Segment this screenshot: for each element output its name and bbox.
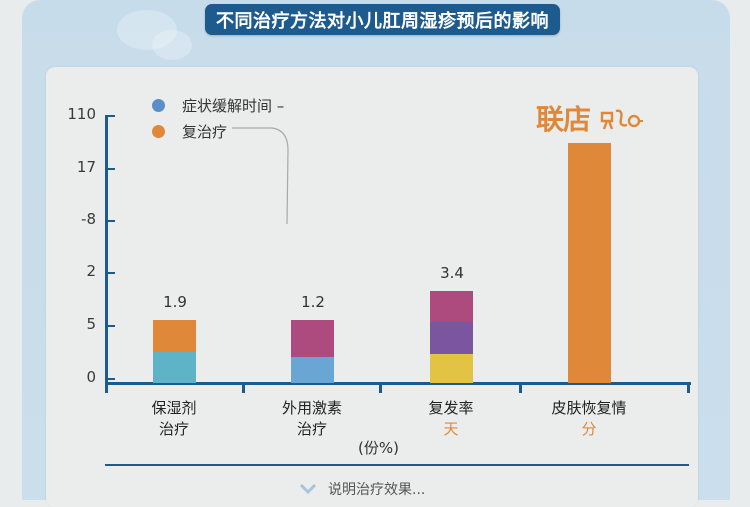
chevron-down-icon	[300, 484, 316, 494]
y-axis-tick-label: 110	[67, 105, 96, 123]
category-line1: 复发率	[428, 399, 474, 417]
y-axis-tick	[105, 378, 115, 380]
background-decoration	[152, 30, 192, 60]
y-axis-tick-label: 17	[76, 158, 96, 176]
bar-value-label: 1.2	[301, 293, 325, 311]
decorative-curve-icon	[232, 127, 289, 225]
y-axis-tick-label: 0	[86, 368, 96, 386]
legend-item: 复治疗	[152, 118, 284, 144]
bar-segment[interactable]	[291, 320, 334, 357]
bar-segment[interactable]	[430, 354, 473, 383]
y-axis-tick	[105, 168, 115, 170]
divider	[105, 464, 689, 466]
y-axis-tick	[105, 115, 115, 117]
legend-label: 症状缓解时间 –	[182, 96, 285, 115]
y-axis-tick-label: 5	[86, 315, 96, 333]
x-axis-tick	[242, 382, 245, 393]
y-axis-tick	[105, 272, 115, 274]
legend-dot-icon	[152, 98, 165, 112]
category-line2: 治疗	[296, 420, 327, 438]
expand-more-label: 说明治疗效果...	[328, 482, 426, 498]
category-label: 皮肤恢复情 分	[529, 398, 649, 440]
brand-text: 联店	[536, 103, 591, 136]
category-line1: 皮肤恢复情	[551, 399, 627, 417]
x-axis-tick	[379, 382, 382, 393]
bar-segment[interactable]	[568, 143, 611, 383]
category-line2: 分	[581, 420, 597, 438]
legend-label: 复治疗	[182, 122, 228, 141]
decorative-glyph-icon	[600, 109, 643, 130]
bar-segment[interactable]	[153, 352, 196, 383]
category-line2: 天	[443, 420, 459, 438]
category-line2: 治疗	[158, 420, 189, 438]
legend-item: 症状缓解时间 –	[152, 92, 284, 118]
bar-segment[interactable]	[430, 322, 473, 354]
legend: 症状缓解时间 – 复治疗	[152, 92, 284, 144]
category-label: 保湿剂 治疗	[114, 398, 234, 440]
category-label: 复发率 天	[391, 398, 511, 440]
y-axis-tick-label: -8	[81, 210, 96, 228]
x-axis-unit-label: (份%)	[358, 439, 399, 457]
x-axis	[105, 382, 691, 385]
y-axis-tick	[105, 220, 115, 222]
chart-title: 不同治疗方法对小儿肛周湿疹预后的影响	[205, 4, 560, 35]
category-label: 外用激素 治疗	[252, 398, 372, 440]
y-axis-tick-label: 2	[86, 262, 96, 280]
bar-value-label: 3.4	[440, 264, 464, 282]
x-axis-tick	[519, 382, 522, 393]
expand-more-link[interactable]: 说明治疗效果...	[300, 479, 425, 499]
y-axis-tick	[105, 325, 115, 327]
legend-dot-icon	[152, 124, 165, 138]
x-axis-tick	[105, 382, 108, 393]
y-axis	[105, 115, 108, 386]
background-decoration	[117, 10, 177, 50]
bar-value-label: 1.9	[163, 293, 187, 311]
category-line1: 外用激素	[281, 399, 342, 417]
x-axis-tick	[687, 382, 690, 393]
category-line1: 保湿剂	[151, 399, 197, 417]
bar-segment[interactable]	[291, 357, 334, 383]
bar-segment[interactable]	[430, 291, 473, 322]
brand-logo: 联店	[536, 98, 643, 138]
bar-segment[interactable]	[153, 320, 196, 352]
